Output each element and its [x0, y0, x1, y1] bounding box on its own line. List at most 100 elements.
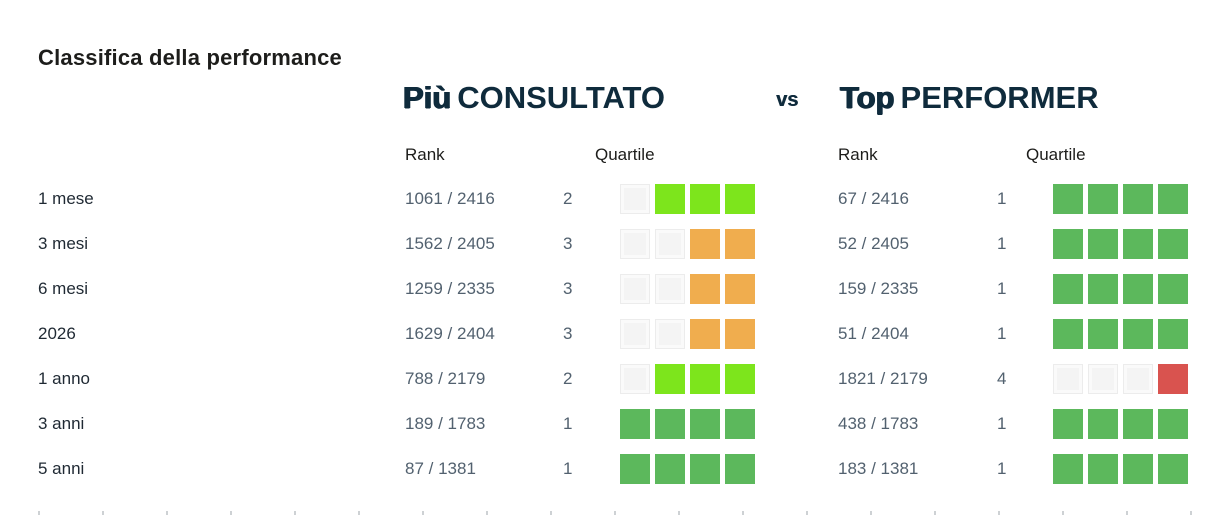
performer-rank: 438 / 1783 — [838, 414, 919, 433]
empty-square — [620, 319, 650, 349]
quartile-1-square — [1123, 274, 1153, 304]
row-label: 6 mesi — [38, 279, 89, 298]
table-row: 3 mesi 1562 / 2405 3 52 / 2405 1 — [0, 229, 1219, 259]
quartile-1-square — [655, 454, 685, 484]
empty-square — [655, 274, 685, 304]
quartile-1-square — [620, 409, 650, 439]
column-header-rank-left: Rank — [405, 145, 445, 164]
consultato-squares — [620, 364, 755, 394]
empty-square — [655, 319, 685, 349]
empty-square — [1088, 364, 1118, 394]
quartile-1-square — [725, 454, 755, 484]
performer-squares — [1053, 274, 1188, 304]
quartile-1-square — [1088, 274, 1118, 304]
quartile-1-square — [1123, 409, 1153, 439]
quartile-2-square — [725, 184, 755, 214]
empty-square — [655, 229, 685, 259]
quartile-1-square — [620, 454, 650, 484]
quartile-1-square — [1123, 184, 1153, 214]
quartile-1-square — [1088, 454, 1118, 484]
consultato-quartile: 2 — [563, 189, 573, 208]
quartile-1-square — [1088, 409, 1118, 439]
column-header-rank-right: Rank — [838, 145, 878, 164]
performer-quartile: 1 — [997, 459, 1007, 478]
column-group-header-piu-consultato: Più CONSULTATO — [403, 80, 665, 116]
consultato-squares — [620, 274, 755, 304]
quartile-2-square — [690, 184, 720, 214]
row-label: 3 mesi — [38, 234, 89, 253]
performer-quartile: 1 — [997, 234, 1007, 253]
quartile-1-square — [1053, 454, 1083, 484]
row-label: 1 mese — [38, 189, 94, 208]
header-rest-consultato: CONSULTATO — [457, 80, 666, 115]
quartile-1-square — [1123, 229, 1153, 259]
consultato-quartile: 1 — [563, 414, 573, 433]
consultato-squares — [620, 409, 755, 439]
quartile-1-square — [1123, 454, 1153, 484]
consultato-quartile: 2 — [563, 369, 573, 388]
consultato-squares — [620, 319, 755, 349]
quartile-1-square — [690, 409, 720, 439]
quartile-3-square — [690, 319, 720, 349]
quartile-3-square — [725, 274, 755, 304]
consultato-rank: 1061 / 2416 — [405, 189, 495, 208]
quartile-1-square — [1158, 319, 1188, 349]
consultato-quartile: 1 — [563, 459, 573, 478]
performer-quartile: 1 — [997, 324, 1007, 343]
quartile-1-square — [1088, 229, 1118, 259]
quartile-2-square — [725, 364, 755, 394]
consultato-squares — [620, 229, 755, 259]
quartile-1-square — [1158, 184, 1188, 214]
quartile-2-square — [655, 184, 685, 214]
quartile-3-square — [690, 274, 720, 304]
consultato-quartile: 3 — [563, 279, 573, 298]
empty-square — [620, 229, 650, 259]
quartile-1-square — [1123, 319, 1153, 349]
quartile-4-square — [1158, 364, 1188, 394]
quartile-1-square — [1053, 274, 1083, 304]
performer-squares — [1053, 364, 1188, 394]
consultato-squares — [620, 454, 755, 484]
performer-quartile: 1 — [997, 189, 1007, 208]
performer-rank: 159 / 2335 — [838, 279, 919, 298]
performer-squares — [1053, 229, 1188, 259]
quartile-1-square — [1053, 229, 1083, 259]
quartile-1-square — [1158, 409, 1188, 439]
quartile-2-square — [655, 364, 685, 394]
quartile-1-square — [1158, 454, 1188, 484]
quartile-1-square — [1158, 274, 1188, 304]
consultato-rank: 189 / 1783 — [405, 414, 486, 433]
cropped-bottom-text-row — [38, 511, 1209, 515]
quartile-1-square — [1053, 184, 1083, 214]
performer-rank: 1821 / 2179 — [838, 369, 928, 388]
performer-rank: 183 / 1381 — [838, 459, 919, 478]
table-row: 3 anni 189 / 1783 1 438 / 1783 1 — [0, 409, 1219, 439]
quartile-3-square — [690, 229, 720, 259]
quartile-1-square — [725, 409, 755, 439]
header-rest-performer: PERFORMER — [900, 80, 1099, 115]
quartile-1-square — [1088, 319, 1118, 349]
performer-rank: 67 / 2416 — [838, 189, 909, 208]
quartile-1-square — [1053, 319, 1083, 349]
consultato-rank: 788 / 2179 — [405, 369, 486, 388]
row-label: 1 anno — [38, 369, 90, 388]
performer-quartile: 4 — [997, 369, 1007, 388]
table-row: 6 mesi 1259 / 2335 3 159 / 2335 1 — [0, 274, 1219, 304]
consultato-squares — [620, 184, 755, 214]
row-label: 3 anni — [38, 414, 85, 433]
consultato-quartile: 3 — [563, 234, 573, 253]
table-row: 1 mese 1061 / 2416 2 67 / 2416 1 — [0, 184, 1219, 214]
quartile-2-square — [690, 364, 720, 394]
empty-square — [620, 274, 650, 304]
header-emphasis-top: Top — [840, 80, 895, 115]
performer-squares — [1053, 409, 1188, 439]
page-title: Classifica della performance — [38, 44, 342, 70]
performer-rank: 52 / 2405 — [838, 234, 909, 253]
quartile-1-square — [1088, 184, 1118, 214]
consultato-rank: 1562 / 2405 — [405, 234, 495, 253]
empty-square — [1053, 364, 1083, 394]
performer-quartile: 1 — [997, 414, 1007, 433]
performer-squares — [1053, 454, 1188, 484]
consultato-rank: 87 / 1381 — [405, 459, 476, 478]
